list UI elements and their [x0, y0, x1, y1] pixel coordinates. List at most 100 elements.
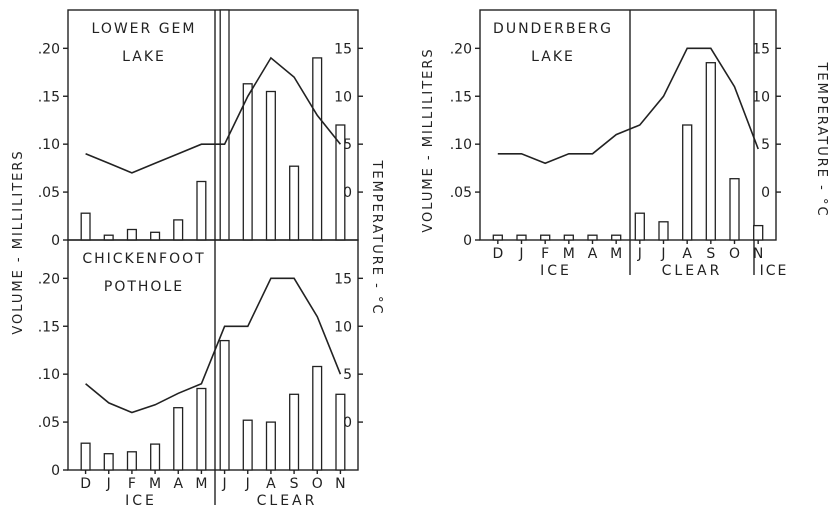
ice-label: ICE: [540, 263, 572, 279]
y-tick-label-left: .15: [450, 89, 472, 105]
temperature-line: [497, 47, 759, 165]
volume-bar: [611, 234, 622, 241]
volume-bar: [242, 83, 253, 241]
panel-title-line-1: CHICKENFOOT: [82, 251, 205, 267]
x-tick-label: A: [266, 476, 276, 492]
y-tick-label-left: .20: [38, 41, 60, 57]
volume-bar: [705, 62, 716, 241]
volume-bar: [516, 234, 527, 241]
ice-label-end: ICE: [760, 263, 789, 279]
y-tick-label-left: .20: [38, 271, 60, 287]
y-tick-label-right: 10: [334, 319, 352, 335]
y-tick-label-left: 0: [51, 233, 60, 249]
x-tick-label: A: [173, 476, 183, 492]
x-tick-label: D: [80, 476, 91, 492]
volume-bar: [173, 219, 184, 241]
volume-bar: [682, 124, 693, 241]
marks-group: 0 .05 .10 .15 .20 0 5 10 15: [38, 271, 363, 479]
y-tick-label-right: 5: [343, 137, 352, 153]
y-tick-label-left: .20: [450, 41, 472, 57]
y-tick-label-left: .05: [38, 185, 60, 201]
y-axis-label-left: VOLUME - MILLILITERS: [11, 149, 26, 334]
volume-bar: [289, 393, 300, 471]
y-tick-label-right: 15: [334, 41, 352, 57]
volume-bar: [126, 228, 137, 241]
volume-bar: [729, 178, 740, 241]
volume-bar: [634, 212, 645, 241]
y-tick-label-right: 15: [334, 271, 352, 287]
clear-label: CLEAR: [662, 263, 723, 279]
x-tick-label: N: [753, 246, 763, 262]
y-tick-label-left: 0: [463, 233, 472, 249]
volume-bar: [150, 231, 161, 241]
x-tick-label: O: [729, 246, 740, 262]
volume-bar: [242, 419, 253, 471]
y-tick-label-right: 5: [761, 137, 770, 153]
volume-bar: [126, 451, 137, 471]
x-tick-label: J: [245, 476, 250, 492]
volume-bar: [265, 90, 276, 241]
panel-title-line-2: LAKE: [122, 49, 166, 65]
x-tick-label: O: [312, 476, 323, 492]
x-tick-label: A: [588, 246, 598, 262]
panel-frame: [67, 239, 359, 471]
y-tick-label-left: 0: [51, 463, 60, 479]
volume-bar: [196, 180, 207, 241]
x-tick-label: J: [222, 476, 227, 492]
y-tick-label-left: .10: [38, 367, 60, 383]
y-tick-label-right: 0: [343, 185, 352, 201]
volume-bar: [753, 224, 764, 241]
y-axis-label-left-dunderberg: VOLUME - MILLILITERS: [421, 47, 436, 232]
y-tick-label-left: .15: [38, 89, 60, 105]
x-tick-label: M: [149, 476, 161, 492]
y-tick-label-left: .10: [450, 137, 472, 153]
volume-bar: [658, 221, 669, 241]
marks-group: 0 .05 .10 .15 .20 0 5 10 15: [450, 41, 781, 249]
y-tick-label-right: 15: [752, 41, 770, 57]
y-tick-label-right: 0: [343, 415, 352, 431]
x-tick-label: N: [335, 476, 345, 492]
x-tick-label: M: [610, 246, 622, 262]
temperature-line: [85, 56, 342, 174]
volume-bar: [312, 365, 323, 471]
panel-title-line-2: LAKE: [531, 49, 575, 65]
y-tick-label-right: 10: [752, 89, 770, 105]
x-tick-label: J: [660, 246, 665, 262]
y-axis-label-right-dunderberg: TEMPERATURE - °C: [814, 61, 829, 217]
y-tick-label-left: .05: [38, 415, 60, 431]
volume-bar: [563, 234, 574, 241]
x-tick-label: S: [290, 476, 299, 492]
volume-bar: [492, 234, 503, 241]
x-tick-label: A: [682, 246, 692, 262]
volume-bar: [150, 443, 161, 471]
volume-bar: [335, 393, 346, 471]
x-tick-label: F: [128, 476, 136, 492]
y-tick-label-left: .15: [38, 319, 60, 335]
volume-bar: [540, 234, 551, 241]
volume-bar: [196, 387, 207, 471]
x-tick-label: J: [518, 246, 523, 262]
volume-bar: [219, 9, 230, 241]
x-tick-label: M: [563, 246, 575, 262]
volume-bar: [173, 407, 184, 471]
y-tick-label-left: .05: [450, 185, 472, 201]
volume-bar: [312, 57, 323, 241]
y-tick-label-right: 5: [343, 367, 352, 383]
y-tick-label-right: 0: [761, 185, 770, 201]
x-tick-label: D: [492, 246, 503, 262]
volume-bar: [289, 165, 300, 241]
volume-bar: [103, 234, 114, 241]
panel-title-line-1: LOWER GEM: [92, 21, 197, 37]
y-axis-label-right: TEMPERATURE - °C: [369, 159, 384, 315]
volume-bar: [587, 234, 598, 241]
volume-bar: [103, 453, 114, 471]
y-tick-label-left: .10: [38, 137, 60, 153]
volume-bar: [219, 339, 230, 471]
panel-lower-gem-lake: LOWER GEM LAKE 0 .05 .10 .15 .20 0 5 10 15: [38, 9, 363, 249]
x-tick-label: M: [195, 476, 207, 492]
volume-bar: [80, 212, 91, 241]
x-tick-label: F: [541, 246, 549, 262]
